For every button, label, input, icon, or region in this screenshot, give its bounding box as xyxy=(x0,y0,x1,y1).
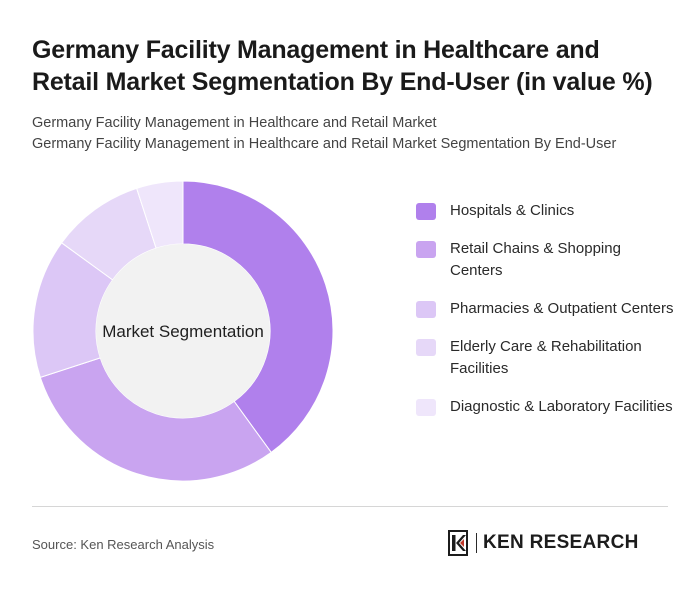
footer-divider xyxy=(32,506,668,507)
legend-item: Elderly Care & Rehabilitation Facilities xyxy=(416,336,676,380)
donut-center xyxy=(96,244,270,418)
chart-title: Germany Facility Management in Healthcar… xyxy=(32,36,653,96)
legend-label: Hospitals & Clinics xyxy=(450,202,575,219)
ken-research-logo: KEN RESEARCH xyxy=(447,530,639,556)
legend-swatch xyxy=(416,301,436,318)
ken-research-logo-icon xyxy=(448,530,468,556)
subtitle-line-1: Germany Facility Management in Healthcar… xyxy=(32,115,437,131)
legend-swatch xyxy=(416,241,436,258)
legend-item: Hospitals & Clinics xyxy=(416,200,676,222)
legend-label: Diagnostic & Laboratory Facilities xyxy=(450,398,673,415)
subtitle-line-2: Germany Facility Management in Healthcar… xyxy=(32,136,617,152)
logo-separator xyxy=(476,533,477,553)
legend-item: Pharmacies & Outpatient Centers xyxy=(416,298,676,320)
donut-center-label: Market Segmentation xyxy=(102,322,264,341)
source-note: Source: Ken Research Analysis xyxy=(32,537,215,552)
donut-chart: Market Segmentation xyxy=(28,176,338,486)
donut-chart-svg: Market Segmentation xyxy=(32,180,334,482)
legend-swatch xyxy=(416,399,436,416)
legend-swatch xyxy=(416,203,436,220)
legend-label: Elderly Care & Rehabilitation Facilities xyxy=(450,338,642,377)
legend-label: Retail Chains & Shopping Centers xyxy=(450,240,621,279)
legend-label: Pharmacies & Outpatient Centers xyxy=(450,300,674,317)
legend-item: Diagnostic & Laboratory Facilities xyxy=(416,396,676,418)
chart-subtitle: Germany Facility Management in Healthcar… xyxy=(32,113,682,155)
legend-item: Retail Chains & Shopping Centers xyxy=(416,238,676,282)
legend-swatch xyxy=(416,339,436,356)
chart-legend: Hospitals & Clinics Retail Chains & Shop… xyxy=(416,200,676,434)
logo-text: KEN RESEARCH xyxy=(483,532,639,553)
